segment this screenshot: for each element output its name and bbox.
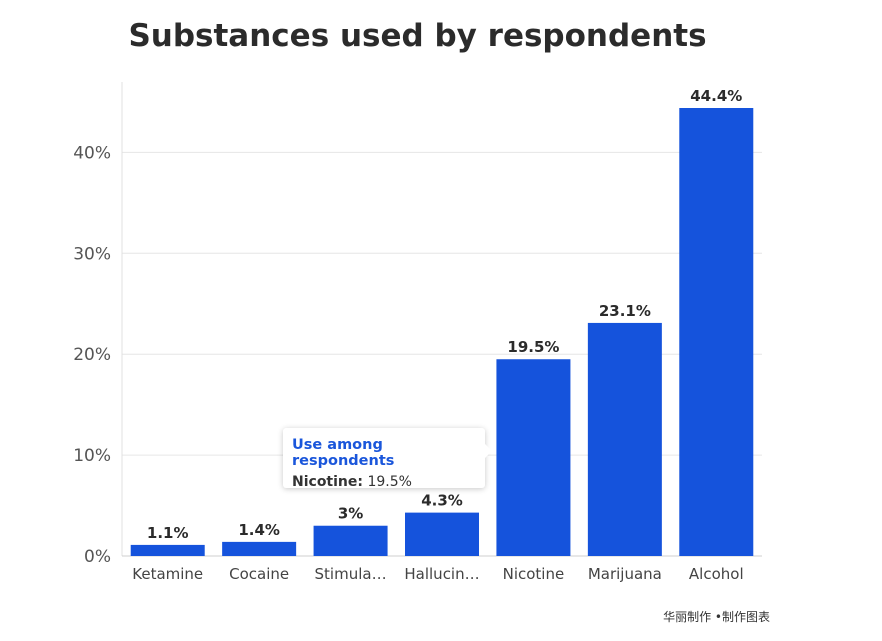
bar[interactable]	[313, 525, 388, 556]
x-tick-label: Alcohol	[689, 565, 744, 583]
tooltip-value: 19.5%	[367, 474, 412, 490]
tooltip: Use among respondents Nicotine: 19.5%	[283, 428, 492, 490]
y-tick-label: 0%	[84, 547, 111, 567]
data-label: 23.1%	[599, 302, 651, 320]
data-label: 44.4%	[690, 87, 742, 105]
x-tick-label: Cocaine	[229, 565, 289, 583]
bar[interactable]	[496, 359, 571, 556]
tooltip-arrow	[484, 443, 492, 459]
x-tick-label: Hallucin…	[404, 565, 479, 583]
tooltip-title: Use among respondents	[292, 437, 395, 469]
data-label: 4.3%	[421, 492, 463, 510]
bars	[130, 108, 754, 556]
x-tick-label: Stimula…	[315, 565, 387, 583]
bar[interactable]	[679, 108, 754, 556]
y-tick-label: 20%	[73, 345, 111, 365]
y-tick-label: 40%	[73, 143, 111, 163]
bar[interactable]	[130, 544, 205, 556]
data-label: 3%	[338, 505, 363, 523]
y-tick-label: 30%	[73, 244, 111, 264]
tooltip-body: Nicotine: 19.5%	[292, 474, 485, 490]
x-tick-label: Marijuana	[588, 565, 662, 583]
data-label: 1.4%	[238, 521, 280, 539]
bar[interactable]	[587, 322, 662, 556]
bar[interactable]	[222, 541, 297, 556]
y-tick-label: 10%	[73, 446, 111, 466]
x-tick-label: Nicotine	[503, 565, 565, 583]
data-label: 19.5%	[507, 338, 559, 356]
tooltip-label: Nicotine:	[292, 474, 363, 490]
x-tick-label: Ketamine	[132, 565, 203, 583]
footer-credit[interactable]: 华丽制作 •制作图表	[663, 610, 770, 624]
data-label: 1.1%	[147, 524, 189, 542]
chart-title: Substances used by respondents	[128, 18, 707, 54]
bar[interactable]	[405, 512, 479, 556]
labels: 1.1% Ketamine 1.4% Cocaine 3% Stimula… 4.3% Hal…	[132, 87, 743, 583]
